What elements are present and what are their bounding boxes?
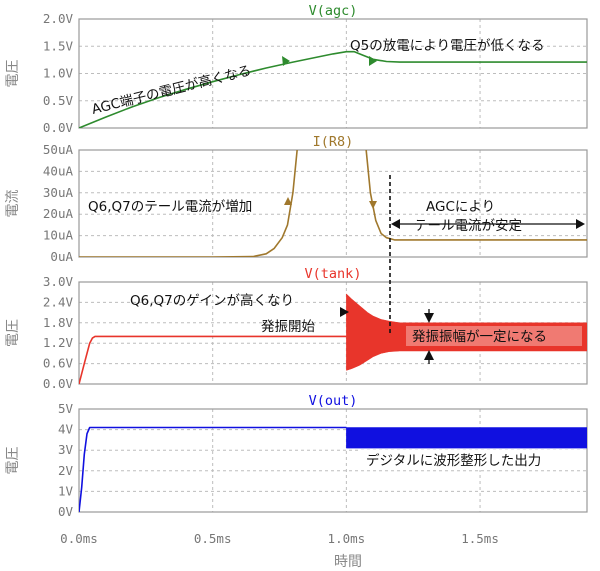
amplitude-label-bg <box>406 326 582 346</box>
panel-agc-series-group <box>79 50 587 128</box>
panel-tank-ytick-label: 2.4V <box>43 294 74 309</box>
stable-arrow-right <box>576 219 585 229</box>
panel-out-band-1 <box>346 427 587 449</box>
panel-out-ytick-label: 0V <box>58 504 74 519</box>
annotation-agc-rise: AGC端子の電圧が高くなる <box>90 62 253 118</box>
annotation-osc-start: 発振開始 <box>261 319 315 335</box>
panel-tank-ytick-label: 3.0V <box>43 274 74 289</box>
annotation-gain-high: Q6,Q7のゲインが高くなり <box>130 292 294 309</box>
panel-agc-frame <box>78 18 588 129</box>
panel-out-ytick-label: 2V <box>58 463 74 478</box>
panel-tank-ytick-label: 1.2V <box>43 335 74 350</box>
panel-out-ytick-label: 1V <box>58 483 74 498</box>
panel-agc-ytick-label: 1.5V <box>43 38 74 53</box>
panel-agc-ytick-label: 2.0V <box>43 11 74 26</box>
panels: 0.0V 0.5V 1.0V 1.5V 2.0V 電圧 V(agc) 0uA 10uA 20uA 3… <box>5 3 588 546</box>
panel-agc-ylabel: 電圧 <box>5 60 21 88</box>
arrow-tail-down <box>369 201 377 209</box>
x-axis-label: 時間 <box>334 554 362 570</box>
x-tick-label: 1.0ms <box>328 531 366 546</box>
panel-tank-ylabel: 電圧 <box>5 319 21 347</box>
annotation-digital-output: デジタルに波形整形した出力 <box>366 452 541 469</box>
annotation-amp-constant: 発振振幅が一定になる <box>412 329 547 345</box>
annotation-tail-stable: テール電流が安定 <box>414 218 522 234</box>
panel-r8-ytick-label: 0uA <box>50 249 73 264</box>
panel-out-frame <box>78 408 588 513</box>
annotation-agc-fall: Q5の放電により電圧が低くなる <box>350 38 544 54</box>
amp-arrow-top <box>424 313 434 323</box>
panel-r8-title: I(R8) <box>313 134 354 150</box>
panel-agc-title: V(agc) <box>309 3 358 19</box>
panel-out-ytick-label: 4V <box>58 422 74 437</box>
panel-r8-ytick-label: 20uA <box>43 206 74 221</box>
panel-out-series-group <box>79 426 587 512</box>
panel-out-line-0 <box>79 426 347 512</box>
panel-r8-ytick-label: 30uA <box>43 185 74 200</box>
panel-r8-frame <box>78 149 588 258</box>
panel-out-ytick-label: 3V <box>58 442 74 457</box>
panel-out-ytick-label: 5V <box>58 401 74 416</box>
amp-arrow-bottom <box>424 350 434 360</box>
annotation-tail-increase: Q6,Q7のテール電流が増加 <box>88 199 252 215</box>
panel-r8-ytick-label: 10uA <box>43 228 74 243</box>
annotation-agc-label: AGCにより <box>426 199 495 215</box>
panel-out-title: V(out) <box>309 393 358 409</box>
x-tick-label: 0.0ms <box>60 531 98 546</box>
arrow-tail-up <box>284 197 292 205</box>
panel-agc-ytick-label: 0.0V <box>43 120 74 135</box>
panel-agc-ytick-label: 1.0V <box>43 66 74 81</box>
panel-tank-line-0 <box>79 335 347 384</box>
panel-tank-title: V(tank) <box>305 266 362 282</box>
x-tick-label: 1.5ms <box>461 531 499 546</box>
arrow-agc-rise <box>282 56 290 66</box>
panel-r8-ytick-label: 50uA <box>43 142 74 157</box>
panel-tank-ytick-label: 1.8V <box>43 315 74 330</box>
annotation-overlay: AGC端子の電圧が高くなる Q5の放電により電圧が低くなる Q6,Q7のテール電… <box>88 38 586 570</box>
panel-agc-line-0 <box>79 50 587 128</box>
panel-tank-ytick-label: 0.0V <box>43 376 74 391</box>
panel-out-ylabel: 電圧 <box>5 447 21 475</box>
panel-r8-ylabel: 電流 <box>5 190 21 218</box>
panel-tank-ytick-label: 0.6V <box>43 356 74 371</box>
output-label-bg <box>360 450 586 470</box>
arrow-osc-start <box>340 307 349 317</box>
panel-r8-ytick-label: 40uA <box>43 163 74 178</box>
x-tick-label: 0.5ms <box>194 531 232 546</box>
arrow-agc-fall <box>369 56 377 66</box>
panel-agc-ytick-label: 0.5V <box>43 93 74 108</box>
stable-arrow-left <box>391 219 400 229</box>
